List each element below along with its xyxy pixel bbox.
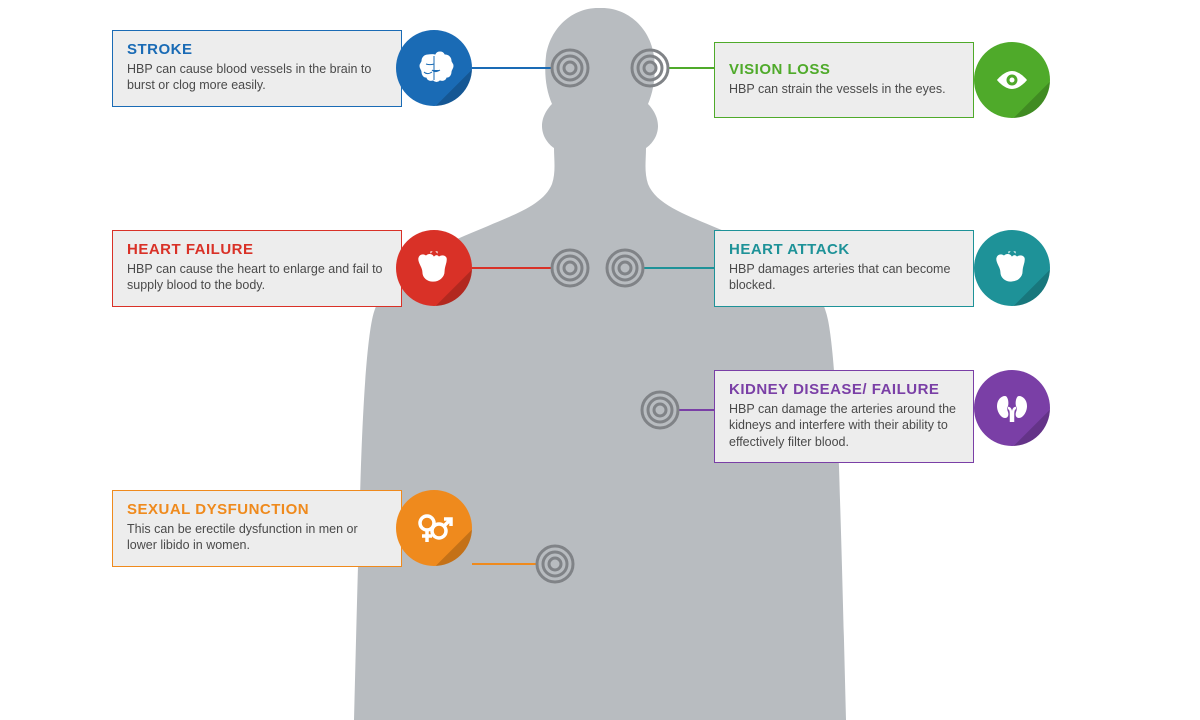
gender-icon: [396, 490, 472, 566]
heart-icon: [974, 230, 1050, 306]
callout-heart-failure-box: HEART FAILURE HBP can cause the heart to…: [112, 230, 402, 307]
callout-heart-failure: HEART FAILURE HBP can cause the heart to…: [108, 230, 472, 307]
callout-stroke-box: STROKE HBP can cause blood vessels in th…: [112, 30, 402, 107]
target-heart-attack: [605, 248, 645, 288]
callout-sexual-dysfunction-title: SEXUAL DYSFUNCTION: [127, 501, 387, 518]
connector-heart-failure: [472, 267, 552, 269]
target-vision-loss: [630, 48, 670, 88]
target-stroke: [550, 48, 590, 88]
callout-sexual-dysfunction-desc: This can be erectile dysfunction in men …: [127, 521, 387, 554]
callout-sexual-dysfunction-box: SEXUAL DYSFUNCTION This can be erectile …: [112, 490, 402, 567]
callout-vision-loss-desc: HBP can strain the vessels in the eyes.: [729, 81, 959, 97]
callout-heart-failure-title: HEART FAILURE: [127, 241, 387, 258]
callout-stroke-title: STROKE: [127, 41, 387, 58]
eye-icon: [974, 42, 1050, 118]
callout-vision-loss-title: VISION LOSS: [729, 61, 959, 78]
callout-kidney-disease: KIDNEY DISEASE/ FAILURE HBP can damage t…: [720, 370, 1056, 463]
callout-heart-attack-box: HEART ATTACK HBP damages arteries that c…: [714, 230, 974, 307]
connector-stroke: [472, 67, 552, 69]
callout-heart-failure-desc: HBP can cause the heart to enlarge and f…: [127, 261, 387, 294]
kidneys-icon: [974, 370, 1050, 446]
brain-icon: [396, 30, 472, 106]
callout-kidney-disease-box: KIDNEY DISEASE/ FAILURE HBP can damage t…: [714, 370, 974, 463]
connector-vision-loss: [668, 67, 720, 69]
target-sexual-dysfunction: [535, 544, 575, 584]
callout-kidney-disease-title: KIDNEY DISEASE/ FAILURE: [729, 381, 959, 398]
callout-vision-loss: VISION LOSS HBP can strain the vessels i…: [720, 42, 1056, 118]
callout-stroke-desc: HBP can cause blood vessels in the brain…: [127, 61, 387, 94]
callout-sexual-dysfunction: SEXUAL DYSFUNCTION This can be erectile …: [108, 490, 472, 567]
connector-heart-attack: [643, 267, 720, 269]
target-kidney-disease: [640, 390, 680, 430]
heart-icon: [396, 230, 472, 306]
callout-stroke: STROKE HBP can cause blood vessels in th…: [108, 30, 472, 107]
connector-sexual-dysfunction: [472, 563, 537, 565]
callout-heart-attack-desc: HBP damages arteries that can become blo…: [729, 261, 959, 294]
callout-kidney-disease-desc: HBP can damage the arteries around the k…: [729, 401, 959, 450]
callout-heart-attack-title: HEART ATTACK: [729, 241, 959, 258]
callout-vision-loss-box: VISION LOSS HBP can strain the vessels i…: [714, 42, 974, 118]
target-heart-failure: [550, 248, 590, 288]
callout-heart-attack: HEART ATTACK HBP damages arteries that c…: [720, 230, 1056, 307]
